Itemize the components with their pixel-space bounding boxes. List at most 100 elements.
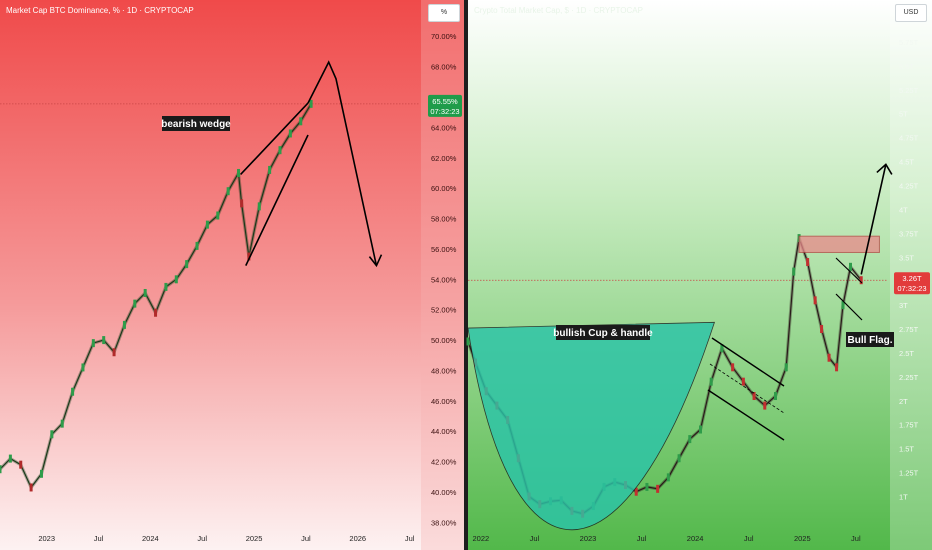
price-label: 65.55% (432, 97, 458, 106)
series-point (112, 348, 116, 357)
x-tick-label: 2022 (473, 534, 490, 543)
y-tick-label: 68.00% (431, 63, 457, 72)
series-point (19, 460, 23, 469)
series-point (226, 187, 230, 196)
series-point (699, 425, 702, 434)
x-tick-label: Jul (530, 534, 540, 543)
series-point (820, 325, 824, 334)
annotation-box (162, 116, 230, 131)
y-tick-label: 4.75T (899, 134, 919, 143)
y-tick-label: 2.5T (899, 349, 914, 358)
y-tick-label: 5.75T (899, 38, 919, 47)
series-point (634, 487, 638, 496)
series-point (784, 363, 788, 372)
series-point (29, 483, 33, 492)
bullish-projection-arrow (860, 164, 887, 275)
y-tick-label: 64.00% (431, 123, 457, 132)
x-tick-label: Jul (301, 534, 311, 543)
y-tick-label: 1.5T (899, 445, 914, 454)
x-tick-label: 2025 (246, 534, 263, 543)
series-point (185, 260, 189, 269)
y-tick-label: 46.00% (431, 397, 457, 406)
left-plot-area: 70.00%68.00%66.00%64.00%62.00%60.00%58.0… (0, 32, 462, 543)
price-timer: 07:32:23 (430, 107, 459, 116)
y-tick-label: 2.25T (899, 373, 919, 382)
series-point (240, 199, 244, 208)
series-point (205, 220, 209, 229)
series-point (91, 339, 95, 348)
y-tick-label: 70.00% (431, 32, 457, 41)
right-plot-area: 5.75T 5.5T 5.25T 5T 4.75T 4.5T 4.25T 4T 3.75T 3.5… (466, 38, 930, 543)
right-unit-button[interactable]: USD (895, 4, 927, 22)
y-tick-label: 58.00% (431, 215, 457, 224)
series-point (813, 296, 817, 305)
y-tick-label: 44.00% (431, 427, 457, 436)
y-tick-label: 60.00% (431, 184, 457, 193)
series-point (849, 262, 852, 271)
series-point (309, 99, 313, 108)
x-tick-label: 2024 (687, 534, 704, 543)
series-point (174, 275, 178, 284)
series-point (645, 482, 649, 491)
series-point (752, 392, 756, 401)
series-point (466, 337, 470, 346)
x-tick-label: Jul (197, 534, 207, 543)
series-point (731, 363, 735, 372)
y-tick-label: 42.00% (431, 458, 457, 467)
price-label-box (428, 94, 462, 117)
x-tick-label: 2023 (580, 534, 597, 543)
series-point (164, 282, 168, 291)
x-tick-label: 2025 (794, 534, 811, 543)
series-point (60, 419, 64, 428)
x-tick-label: 2023 (38, 534, 55, 543)
series-point (237, 168, 241, 177)
handle-channel-line (707, 389, 785, 441)
y-tick-label: 40.00% (431, 488, 457, 497)
series-point (288, 129, 292, 138)
price-label-box (894, 272, 930, 295)
flag-lower-line (835, 293, 863, 321)
handle-channel-line (711, 337, 785, 387)
y-tick-label: 4T (899, 205, 908, 214)
left-pane-title: Market Cap BTC Dominance, % · 1D · CRYPT… (6, 6, 194, 15)
series-point (133, 299, 137, 308)
y-tick-label: 56.00% (431, 245, 457, 254)
y-tick-label: 3T (899, 301, 908, 310)
series-point (666, 473, 670, 482)
y-tick-label: 54.00% (431, 275, 457, 284)
series-point (195, 241, 199, 250)
price-label: 3.26T (902, 274, 922, 283)
y-tick-label: 3.5T (899, 253, 914, 262)
series-line (0, 103, 312, 489)
annotation-bearish-wedge: bearish wedge (161, 119, 231, 130)
arrow-head (368, 254, 383, 268)
wedge-trendline (245, 134, 309, 266)
y-tick-label: 50.00% (431, 336, 457, 345)
series-point (688, 435, 692, 444)
left-unit-button[interactable]: % (428, 4, 460, 22)
series-point (50, 430, 54, 439)
bearish-projection-arrow (307, 60, 378, 266)
y-tick-label: 48.00% (431, 366, 457, 375)
series-point (827, 353, 831, 362)
series-point (257, 202, 261, 211)
series-point (216, 211, 220, 220)
y-tick-label: 1.75T (899, 421, 919, 430)
x-tick-label: Jul (744, 534, 754, 543)
series-point (278, 146, 282, 155)
y-tick-label: 52.00% (431, 306, 457, 315)
y-tick-label: 62.00% (431, 154, 457, 163)
series-point (841, 301, 845, 310)
series-point (143, 288, 147, 297)
series-point (39, 469, 43, 478)
series-point (774, 392, 777, 401)
series-point (677, 454, 681, 463)
x-tick-label: Jul (405, 534, 415, 543)
y-tick-label: 3.75T (899, 229, 919, 238)
annotation-box (556, 325, 650, 340)
y-tick-label: 4.5T (899, 158, 914, 167)
x-tick-label: Jul (94, 534, 104, 543)
pane-divider (464, 0, 468, 550)
arrow-head (876, 163, 893, 175)
